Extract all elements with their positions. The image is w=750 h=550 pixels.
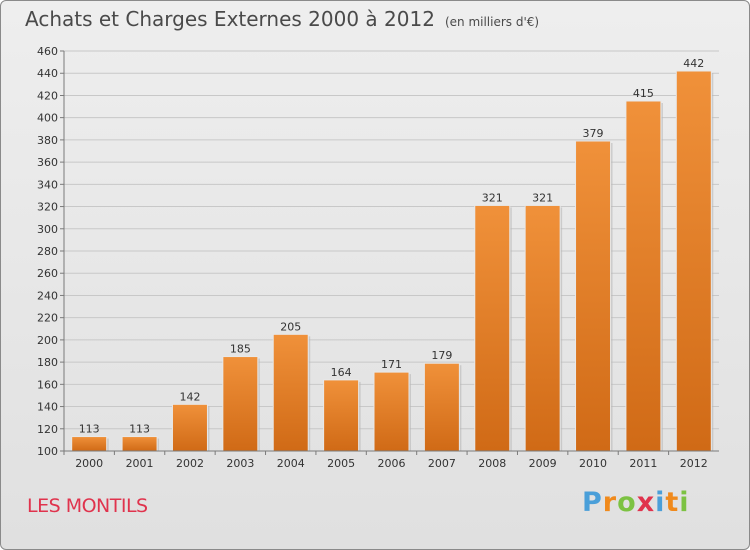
bar-2002 xyxy=(171,403,208,452)
x-tick-label: 2004 xyxy=(277,457,305,470)
y-tick-label: 140 xyxy=(37,401,58,414)
bars xyxy=(71,70,714,452)
proxiti-logo: Proxiti xyxy=(582,487,690,518)
logo-letter: i xyxy=(679,487,690,518)
data-label: 142 xyxy=(179,390,200,403)
x-tick-label: 2003 xyxy=(226,457,254,470)
x-tick-label: 2006 xyxy=(378,457,406,470)
x-tick-label: 2011 xyxy=(629,457,657,470)
x-tick-label: 2008 xyxy=(478,457,506,470)
bar-2008 xyxy=(474,204,511,452)
chart-subtitle: (en milliers d'€) xyxy=(444,15,540,29)
data-label: 113 xyxy=(129,423,150,436)
x-tick-label: 2010 xyxy=(579,457,607,470)
y-tick-label: 380 xyxy=(37,134,58,147)
y-tick-label: 440 xyxy=(37,67,58,80)
y-tick-label: 240 xyxy=(37,289,58,302)
bar-2012 xyxy=(675,70,712,452)
y-tick-label: 280 xyxy=(37,245,58,258)
data-label: 442 xyxy=(683,57,704,70)
x-tick-label: 2005 xyxy=(327,457,355,470)
y-tick-label: 120 xyxy=(37,423,58,436)
logo-letter: o xyxy=(617,487,637,518)
bar-2011 xyxy=(625,100,662,452)
y-tick-label: 360 xyxy=(37,156,58,169)
data-label: 179 xyxy=(431,349,452,362)
logo-letter: i xyxy=(655,487,666,518)
data-label: 321 xyxy=(482,191,503,204)
logo-letter: r xyxy=(602,487,618,518)
logo-letter: P xyxy=(582,487,603,518)
bar-2010 xyxy=(575,140,612,452)
x-tick-label: 2009 xyxy=(529,457,557,470)
logo-letter: x xyxy=(636,487,656,518)
bar-2003 xyxy=(222,356,259,452)
bar-2009 xyxy=(524,204,561,452)
logo-letter: t xyxy=(665,487,680,518)
chart-title-text: Achats et Charges Externes 2000 à 2012 xyxy=(25,7,435,31)
bar-2001 xyxy=(121,436,158,452)
chart-title: Achats et Charges Externes 2000 à 2012 (e… xyxy=(25,7,539,31)
x-tick-label: 2012 xyxy=(680,457,708,470)
data-label: 205 xyxy=(280,320,301,333)
x-axis-tick-labels: 2000 2001 2002 2003 2004 2005 2006 2007 2008 2009… xyxy=(63,451,708,470)
bar-2005 xyxy=(323,379,360,452)
y-tick-label: 260 xyxy=(37,267,58,280)
data-label: 113 xyxy=(79,423,100,436)
bar-2004 xyxy=(272,333,309,452)
y-tick-label: 220 xyxy=(37,312,58,325)
y-tick-label: 340 xyxy=(37,178,58,191)
x-tick-label: 2001 xyxy=(126,457,154,470)
y-tick-label: 400 xyxy=(37,112,58,125)
x-tick-label: 2000 xyxy=(75,457,103,470)
y-tick-label: 180 xyxy=(37,356,58,369)
data-label: 321 xyxy=(532,191,553,204)
bar-2000 xyxy=(71,436,108,452)
y-axis-tick-labels: 100 120 140 160 180 200 220 240 260 280 300 320 340 3… xyxy=(37,45,58,458)
data-labels: 113 113 142 185 205 164 171 179 321 321 379 415 442 xyxy=(79,57,705,436)
x-tick-label: 2002 xyxy=(176,457,204,470)
axes xyxy=(63,51,719,452)
y-tick-label: 320 xyxy=(37,201,58,214)
commune-name: LES MONTILS xyxy=(27,495,148,517)
data-label: 379 xyxy=(583,127,604,140)
y-tick-label: 300 xyxy=(37,223,58,236)
y-tick-label: 100 xyxy=(37,445,58,458)
y-tick-label: 420 xyxy=(37,89,58,102)
x-tick-label: 2007 xyxy=(428,457,456,470)
bar-2006 xyxy=(373,371,410,452)
y-tick-label: 160 xyxy=(37,378,58,391)
data-label: 415 xyxy=(633,87,654,100)
y-tick-label: 200 xyxy=(37,334,58,347)
data-label: 171 xyxy=(381,358,402,371)
bar-2007 xyxy=(423,362,460,452)
y-tick-label: 460 xyxy=(37,45,58,58)
data-label: 164 xyxy=(331,366,352,379)
data-label: 185 xyxy=(230,343,251,356)
